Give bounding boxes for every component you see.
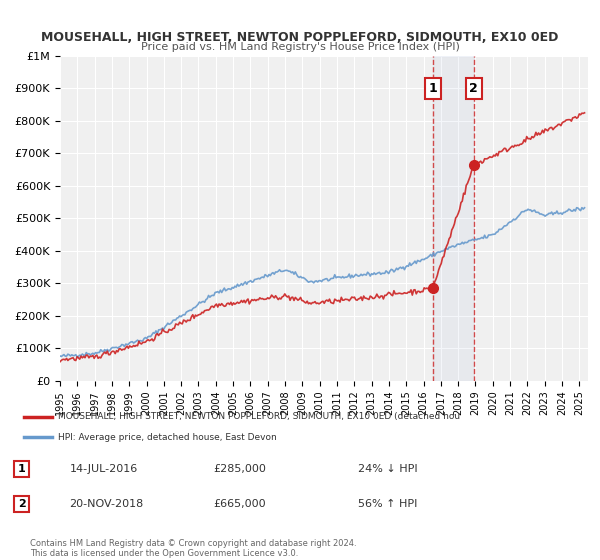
Bar [433,56,474,381]
Text: 1: 1 [428,82,437,95]
Text: 24% ↓ HPI: 24% ↓ HPI [358,464,417,474]
Text: MOUSEHALL, HIGH STREET, NEWTON POPPLEFORD, SIDMOUTH, EX10 0ED (detached hou: MOUSEHALL, HIGH STREET, NEWTON POPPLEFOR… [58,412,460,421]
Text: £285,000: £285,000 [214,464,266,474]
Text: 1: 1 [18,464,26,474]
Text: £665,000: £665,000 [214,499,266,509]
Text: 56% ↑ HPI: 56% ↑ HPI [358,499,417,509]
Text: 20-NOV-2018: 20-NOV-2018 [70,499,144,509]
Text: 2: 2 [469,82,478,95]
Text: Contains HM Land Registry data © Crown copyright and database right 2024.
This d: Contains HM Land Registry data © Crown c… [30,539,356,558]
Text: 2: 2 [18,499,26,509]
Text: Price paid vs. HM Land Registry's House Price Index (HPI): Price paid vs. HM Land Registry's House … [140,42,460,52]
Text: HPI: Average price, detached house, East Devon: HPI: Average price, detached house, East… [58,433,277,442]
Text: MOUSEHALL, HIGH STREET, NEWTON POPPLEFORD, SIDMOUTH, EX10 0ED: MOUSEHALL, HIGH STREET, NEWTON POPPLEFOR… [41,31,559,44]
Text: 14-JUL-2016: 14-JUL-2016 [70,464,138,474]
